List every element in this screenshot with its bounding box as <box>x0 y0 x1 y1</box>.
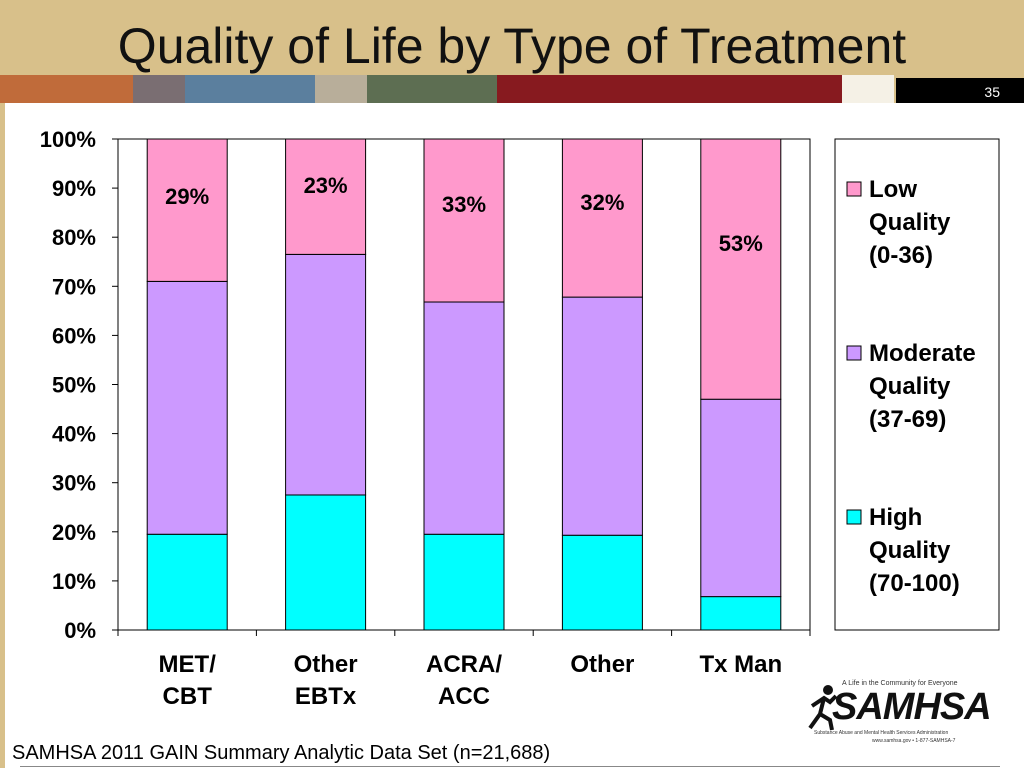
legend-label: (70-100) <box>869 570 960 597</box>
bar-segment <box>423 301 505 535</box>
legend-swatch <box>846 181 862 197</box>
legend-label: Quality <box>869 209 951 236</box>
bar-segment <box>285 138 367 255</box>
y-tick-label: 90% <box>52 176 96 201</box>
bar-segment <box>700 596 782 631</box>
legend-swatch <box>846 345 862 361</box>
x-category-label: MET/ <box>159 651 217 678</box>
x-category-label: ACRA/ <box>426 651 502 678</box>
bar-segment <box>285 494 367 631</box>
x-category-label: Other <box>294 651 358 678</box>
y-tick-label: 60% <box>52 323 96 348</box>
y-tick-label: 40% <box>52 422 96 447</box>
legend-swatch <box>846 509 862 525</box>
source-footnote: SAMHSA 2011 GAIN Summary Analytic Data S… <box>12 742 551 764</box>
data-label: 32% <box>580 190 624 215</box>
color-bar-segment <box>0 75 133 103</box>
data-label: 33% <box>442 192 486 217</box>
y-tick-label: 30% <box>52 471 96 496</box>
bar-segment <box>700 398 782 598</box>
legend-label: (0-36) <box>869 242 933 269</box>
color-bar-segment <box>842 75 894 103</box>
x-category-label: CBT <box>163 683 213 710</box>
legend-label: Quality <box>869 373 951 400</box>
y-tick-label: 0% <box>64 618 96 643</box>
slide-title: Quality of Life by Type of Treatment <box>117 18 907 74</box>
logo-name: SAMHSA <box>832 686 992 728</box>
color-bar-segment <box>185 75 315 103</box>
color-bar-segment <box>367 75 497 103</box>
logo-subtitle: Substance Abuse and Mental Health Servic… <box>814 730 949 736</box>
bar-segment <box>700 138 782 400</box>
legend-label: Moderate <box>869 340 976 367</box>
y-tick-label: 20% <box>52 520 96 545</box>
slide-number: 35 <box>896 78 1024 103</box>
samhsa-logo: A Life in the Community for Everyone SAM… <box>808 680 992 750</box>
x-category-label: ACC <box>438 683 490 710</box>
legend-label: Quality <box>869 537 951 564</box>
bar-segment <box>561 296 643 536</box>
legend-label: High <box>869 504 922 531</box>
legend-label: (37-69) <box>869 406 946 433</box>
color-bar-segment <box>315 75 367 103</box>
y-tick-label: 50% <box>52 373 96 398</box>
bar-segment <box>423 138 505 303</box>
bar-segment <box>146 138 228 282</box>
y-tick-label: 70% <box>52 274 96 299</box>
stacked-bar-chart: 0% 10% 20% 30% 40% 50% 60% 70% 80% 90% 100% 29% MET/… <box>40 127 1000 710</box>
data-label: 23% <box>304 173 348 198</box>
color-bar-segment <box>133 75 185 103</box>
color-bar-segment <box>497 75 842 103</box>
legend-label: Low <box>869 176 917 203</box>
legend-box <box>834 138 1000 631</box>
bar-segment <box>285 253 367 496</box>
x-category-label: Other <box>570 651 634 678</box>
running-figure-icon <box>808 685 838 731</box>
y-tick-label: 80% <box>52 225 96 250</box>
y-tick-label: 100% <box>40 127 96 152</box>
logo-tagline: A Life in the Community for Everyone <box>842 680 958 687</box>
x-category-label: Tx Man <box>699 651 782 678</box>
x-category-label: EBTx <box>295 683 357 710</box>
footer-divider <box>20 766 1000 767</box>
y-tick-label: 10% <box>52 569 96 594</box>
data-label: 29% <box>165 184 209 209</box>
bar-segment <box>146 533 228 631</box>
logo-url: www.samhsa.gov • 1-877-SAMHSA-7 <box>872 738 956 744</box>
bar-segment <box>561 138 643 298</box>
bar-segment <box>146 280 228 535</box>
bar-segment <box>423 533 505 631</box>
decorative-color-bar <box>0 75 1024 103</box>
data-label: 53% <box>719 231 763 256</box>
bar-segment <box>561 534 643 631</box>
